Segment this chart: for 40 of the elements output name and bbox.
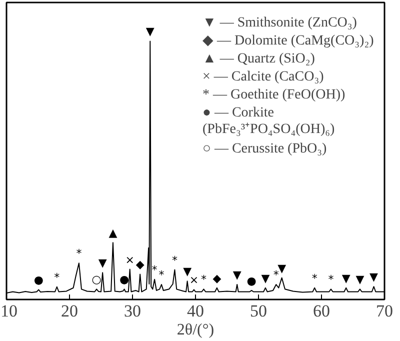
x-tick-label: 40 bbox=[187, 302, 204, 320]
annotation: * bbox=[54, 270, 60, 284]
annotation: * bbox=[152, 263, 158, 276]
annotation: ● bbox=[246, 274, 256, 288]
annotation: ○ bbox=[92, 273, 102, 286]
annotation: * bbox=[200, 273, 207, 286]
annotation: ○ — Cerussite (PbO₃) bbox=[202, 142, 327, 156]
x-tick-label: 30 bbox=[124, 302, 141, 320]
annotation: ▼ bbox=[342, 272, 351, 285]
annotation: ▼ bbox=[261, 272, 270, 285]
annotation: ● bbox=[120, 273, 130, 286]
annotation: ● — Corkite (PbFe₃³⁺PO₄SO₄(OH)₆) bbox=[202, 106, 336, 137]
annotation: ▼ bbox=[98, 256, 108, 270]
annotation: ◆ — Dolomite (CaMg(CO₃)₂) bbox=[202, 34, 374, 48]
annotation: ▼ bbox=[356, 273, 365, 286]
annotation: × bbox=[125, 253, 134, 266]
annotation: ▲ — Quartz (SiO₂) bbox=[202, 52, 316, 66]
x-tick-label: 10 bbox=[0, 302, 18, 320]
annotation: ◆ bbox=[212, 272, 222, 285]
annotation: ▼ bbox=[146, 25, 155, 38]
annotation: ▼ bbox=[370, 270, 379, 284]
annotation: ▲ bbox=[108, 226, 118, 240]
annotation: ▼ bbox=[232, 268, 242, 282]
x-tick-label: 20 bbox=[61, 302, 78, 320]
annotation: ◆ bbox=[136, 258, 145, 272]
annotation: × — Calcite (CaCO₃) bbox=[202, 70, 324, 84]
annotation: * — Goethite (FeO(OH)) bbox=[202, 88, 346, 102]
text: ▼ — Smithsonite (ZnCO₃) bbox=[202, 16, 358, 30]
x-tick-label: 70 bbox=[376, 302, 393, 320]
annotation: * bbox=[312, 272, 318, 285]
annotation: * bbox=[76, 247, 82, 260]
x-tick-label: 50 bbox=[250, 302, 267, 320]
annotation: ▼ bbox=[278, 262, 287, 275]
annotation: * bbox=[328, 273, 334, 286]
annotation: * bbox=[273, 268, 280, 282]
annotation: * bbox=[158, 268, 165, 282]
x-axis-title: 2θ/(°) bbox=[176, 322, 214, 338]
annotation: ● bbox=[34, 274, 44, 287]
x-tick-label: 60 bbox=[313, 302, 330, 320]
annotation: * bbox=[172, 254, 178, 267]
